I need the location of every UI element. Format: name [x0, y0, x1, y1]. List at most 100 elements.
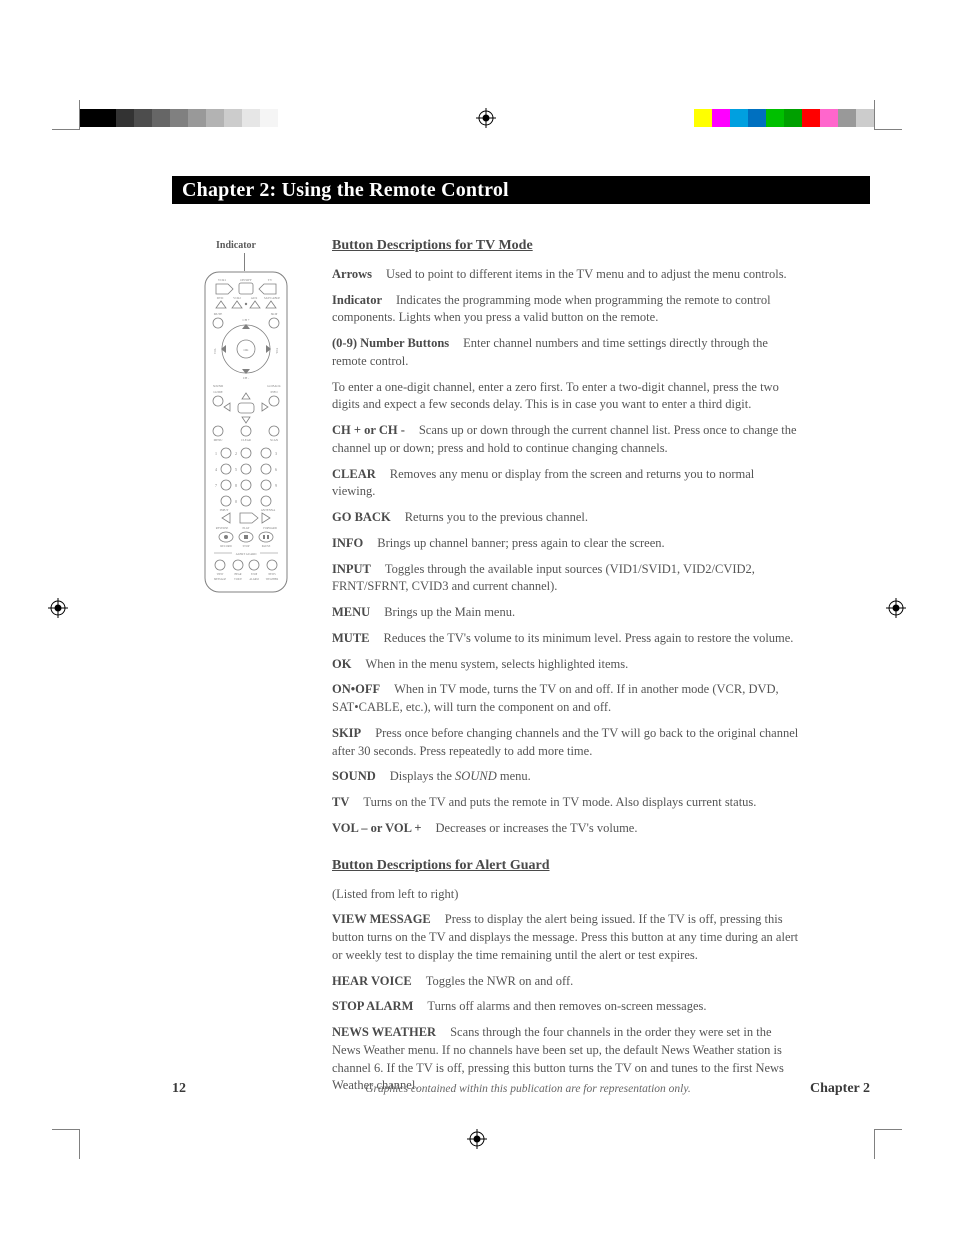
- svg-text:0: 0: [235, 499, 237, 504]
- button-name: Indicator: [332, 293, 382, 307]
- svg-text:4: 4: [215, 467, 217, 472]
- button-name: INPUT: [332, 562, 371, 576]
- section2-note: (Listed from left to right): [332, 886, 800, 904]
- svg-text:INFO: INFO: [270, 390, 278, 394]
- button-name: MUTE: [332, 631, 370, 645]
- registration-mark-right: [886, 598, 906, 618]
- svg-text:7: 7: [215, 483, 217, 488]
- button-name: STOP ALARM: [332, 999, 413, 1013]
- svg-text:PLAY: PLAY: [242, 527, 249, 530]
- description-text: Indicates the programming mode when prog…: [332, 293, 771, 325]
- body-content: Button Descriptions for TV Mode Arrows Us…: [332, 236, 800, 1103]
- svg-text:VIEW: VIEW: [217, 573, 224, 576]
- swatch: [206, 109, 224, 127]
- svg-text:WEATHER: WEATHER: [266, 578, 279, 581]
- swatch: [242, 109, 260, 127]
- description-text: Used to point to different items in the …: [386, 267, 787, 281]
- button-name: MENU: [332, 605, 370, 619]
- description-entry: MUTE Reduces the TV's volume to its minim…: [332, 630, 800, 648]
- remote-control-illustration: VCR1 ON•OFF TV DVD VCR2 AUX SAT•CABLE MU…: [204, 271, 288, 593]
- button-name: SOUND: [332, 769, 376, 783]
- swatch: [838, 109, 856, 127]
- svg-text:CH +: CH +: [242, 318, 249, 322]
- svg-text:TV: TV: [268, 278, 273, 282]
- section1-heading: Button Descriptions for TV Mode: [332, 236, 800, 256]
- svg-text:FORWARD: FORWARD: [263, 527, 277, 530]
- button-name: TV: [332, 795, 349, 809]
- svg-text:MESSAGE: MESSAGE: [214, 578, 227, 581]
- crop-mark-bl: [52, 1129, 80, 1159]
- svg-text:STOP: STOP: [243, 545, 250, 548]
- description-entry: VIEW MESSAGEPress to display the alert b…: [332, 911, 800, 964]
- svg-text:ON•OFF: ON•OFF: [240, 278, 252, 282]
- swatch: [820, 109, 838, 127]
- description-text: Turns on the TV and puts the remote in T…: [363, 795, 756, 809]
- svg-text:CH -: CH -: [243, 376, 249, 380]
- description-text: Turns off alarms and then removes on-scr…: [427, 999, 706, 1013]
- button-name: INFO: [332, 536, 363, 550]
- svg-text:MENU: MENU: [214, 438, 224, 442]
- svg-text:VOL: VOL: [275, 348, 279, 354]
- description-entry: IndicatorIndicates the programming mode …: [332, 292, 800, 328]
- description-text: When in TV mode, turns the TV on and off…: [332, 682, 779, 714]
- button-name: NEWS WEATHER: [332, 1025, 436, 1039]
- printer-color-bar: [80, 106, 874, 130]
- description-text: Decreases or increases the TV's volume.: [436, 821, 638, 835]
- svg-text:VCR2: VCR2: [233, 296, 241, 300]
- registration-mark-bottom: [467, 1129, 487, 1149]
- swatch: [188, 109, 206, 127]
- italic-term: SOUND: [455, 769, 497, 783]
- description-text: Returns you to the previous channel.: [405, 510, 588, 524]
- button-name: CLEAR: [332, 467, 376, 481]
- svg-text:OK: OK: [243, 348, 249, 352]
- description-entry: CLEARRemoves any menu or display from th…: [332, 466, 800, 502]
- svg-text:PAUSE: PAUSE: [262, 545, 271, 548]
- button-name: Arrows: [332, 267, 372, 281]
- svg-text:3: 3: [275, 451, 277, 456]
- description-entry: STOP ALARM Turns off alarms and then remo…: [332, 998, 800, 1016]
- page-number: 12: [172, 1081, 186, 1097]
- description-text: Removes any menu or display from the scr…: [332, 467, 754, 499]
- button-name: GO BACK: [332, 510, 391, 524]
- indicator-pointer-line: [244, 253, 245, 271]
- color-swatches: [694, 109, 874, 127]
- svg-text:INPUT: INPUT: [220, 508, 229, 512]
- svg-text:SCAN: SCAN: [270, 438, 279, 442]
- footer-disclaimer: Graphics contained within this publicati…: [276, 1083, 780, 1095]
- svg-text:ANTENNA: ANTENNA: [261, 508, 276, 512]
- button-name: CH + or CH -: [332, 423, 405, 437]
- description-entry: SKIPPress once before changing channels …: [332, 725, 800, 761]
- svg-text:REVERSE: REVERSE: [216, 527, 229, 530]
- description-text: Reduces the TV's volume to its minimum l…: [384, 631, 794, 645]
- swatch: [784, 109, 802, 127]
- svg-text:NEWS: NEWS: [268, 573, 276, 576]
- svg-text:STOP: STOP: [251, 573, 258, 576]
- description-text: Brings up the Main menu.: [384, 605, 515, 619]
- swatch: [802, 109, 820, 127]
- description-entry: Arrows Used to point to different items i…: [332, 266, 800, 284]
- description-text: To enter a one-digit channel, enter a ze…: [332, 380, 779, 412]
- registration-mark-top: [476, 108, 496, 128]
- description-text: Toggles the NWR on and off.: [426, 974, 573, 988]
- svg-text:HEAR: HEAR: [234, 573, 241, 576]
- swatch: [260, 109, 278, 127]
- swatch: [134, 109, 152, 127]
- registration-mark-left: [48, 598, 68, 618]
- svg-text:2: 2: [235, 451, 237, 456]
- crop-mark-tr: [874, 100, 902, 130]
- svg-text:8: 8: [235, 483, 237, 488]
- section2-heading: Button Descriptions for Alert Guard: [332, 856, 800, 876]
- swatch: [712, 109, 730, 127]
- description-entry: OKWhen in the menu system, selects highl…: [332, 656, 800, 674]
- grayscale-swatches: [80, 109, 278, 127]
- swatch: [730, 109, 748, 127]
- description-text: When in the menu system, selects highlig…: [365, 657, 628, 671]
- page-footer: 12 Graphics contained within this public…: [172, 1081, 870, 1097]
- crop-mark-tl: [52, 100, 80, 130]
- swatch: [170, 109, 188, 127]
- button-name: (0-9) Number Buttons: [332, 336, 449, 350]
- button-name: HEAR VOICE: [332, 974, 412, 988]
- svg-text:ALARM: ALARM: [249, 578, 259, 581]
- swatch: [224, 109, 242, 127]
- description-entry: SOUNDDisplays the SOUND menu.: [332, 768, 800, 786]
